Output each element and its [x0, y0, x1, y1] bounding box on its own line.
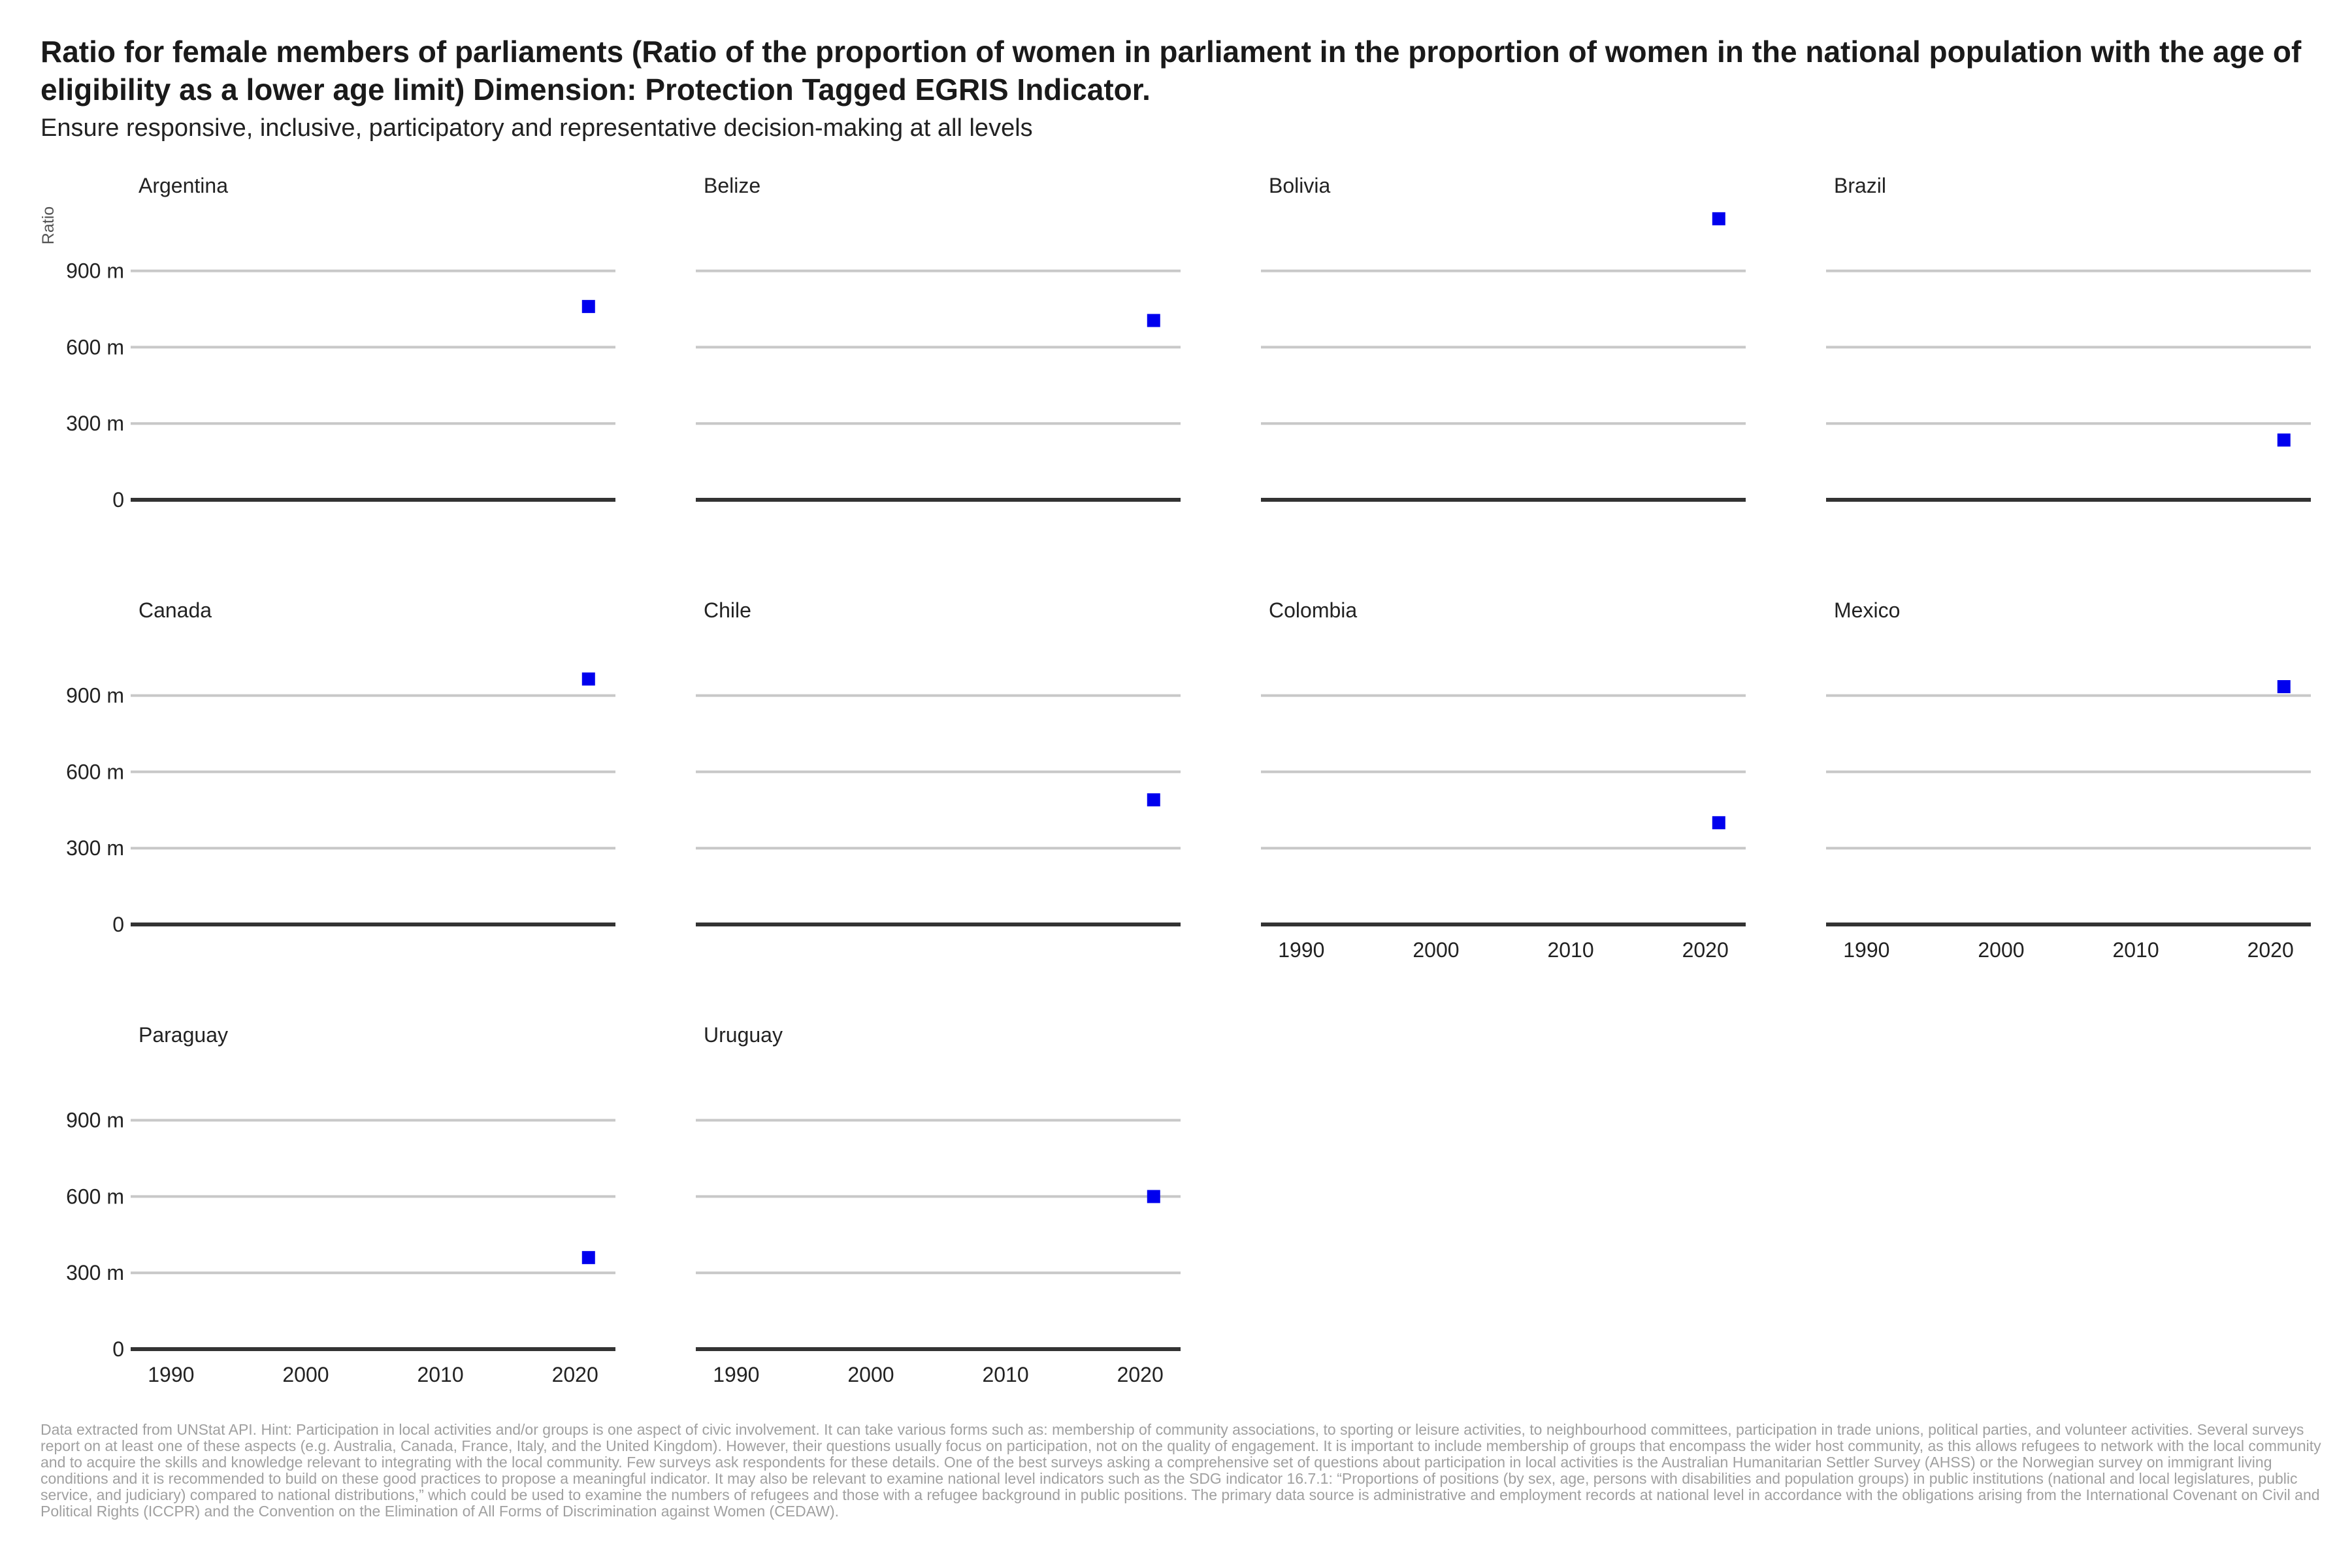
- y-tick-label: 600 m: [66, 1184, 124, 1208]
- y-tick-label: 900 m: [66, 684, 124, 708]
- facet-title-colombia: Colombia: [1269, 598, 1357, 622]
- data-point-bolivia: [1712, 212, 1725, 225]
- chart-subtitle: Ensure responsive, inclusive, participat…: [41, 114, 1033, 142]
- facet-title-uruguay: Uruguay: [704, 1023, 783, 1047]
- y-tick-label: 900 m: [66, 259, 124, 283]
- x-tick-label: 2000: [847, 1363, 894, 1386]
- x-tick-label: 1990: [1278, 938, 1324, 962]
- y-tick-label: 300 m: [66, 1261, 124, 1284]
- y-tick-label: 600 m: [66, 760, 124, 783]
- x-tick-label: 2000: [282, 1363, 329, 1386]
- data-point-uruguay: [1147, 1190, 1160, 1203]
- y-tick-label: 600 m: [66, 335, 124, 359]
- x-tick-label: 1990: [1843, 938, 1889, 962]
- y-tick-label: 300 m: [66, 412, 124, 435]
- x-tick-label: 1990: [148, 1363, 194, 1386]
- data-point-brazil: [2277, 433, 2291, 447]
- y-tick-label: 0: [112, 488, 124, 512]
- data-point-belize: [1147, 314, 1160, 327]
- chart-title: Ratio for female members of parliaments …: [41, 35, 2310, 106]
- data-point-argentina: [581, 300, 595, 314]
- x-tick-label: 2020: [1117, 1363, 1164, 1386]
- data-point-colombia: [1712, 816, 1725, 830]
- facet-title-argentina: Argentina: [139, 174, 228, 197]
- data-point-mexico: [2277, 680, 2291, 694]
- x-tick-label: 2010: [982, 1363, 1028, 1386]
- facet-title-belize: Belize: [704, 174, 760, 197]
- x-tick-label: 1990: [713, 1363, 759, 1386]
- chart-caption: Data extracted from UNStat API. Hint: Pa…: [41, 1421, 2321, 1520]
- x-tick-label: 2010: [1547, 938, 1593, 962]
- data-point-chile: [1147, 793, 1160, 807]
- x-tick-label: 2000: [1413, 938, 1459, 962]
- y-axis-title: Ratio: [39, 206, 57, 244]
- x-tick-label: 2020: [552, 1363, 598, 1386]
- x-tick-label: 2020: [2247, 938, 2294, 962]
- facet-title-mexico: Mexico: [1834, 598, 1900, 622]
- x-tick-label: 2020: [1682, 938, 1729, 962]
- y-tick-label: 0: [112, 913, 124, 936]
- x-tick-label: 2010: [2112, 938, 2159, 962]
- x-tick-label: 2000: [1978, 938, 2024, 962]
- facet-title-paraguay: Paraguay: [139, 1023, 228, 1047]
- facet-title-bolivia: Bolivia: [1269, 174, 1330, 197]
- y-tick-label: 0: [112, 1337, 124, 1361]
- facet-title-brazil: Brazil: [1834, 174, 1886, 197]
- data-point-paraguay: [581, 1250, 595, 1264]
- data-point-canada: [581, 672, 595, 686]
- x-tick-label: 2010: [417, 1363, 463, 1386]
- y-tick-label: 900 m: [66, 1109, 124, 1132]
- facet-title-canada: Canada: [139, 598, 212, 622]
- y-tick-label: 300 m: [66, 836, 124, 860]
- facet-title-chile: Chile: [704, 598, 751, 622]
